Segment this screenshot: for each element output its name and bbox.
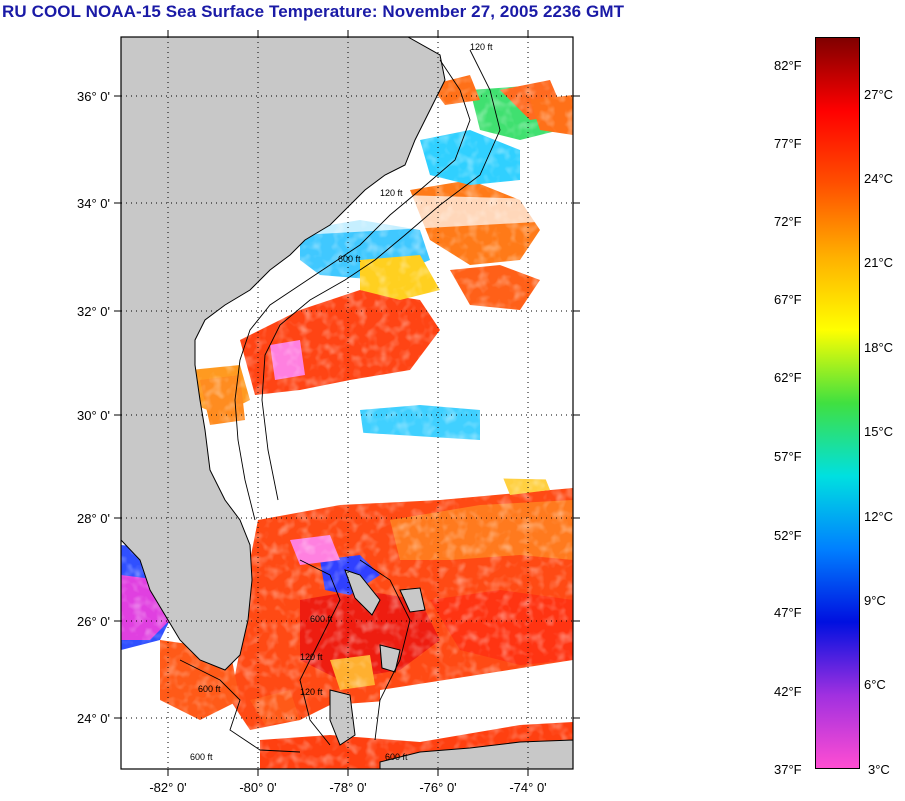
c-label: 15°C — [864, 424, 894, 439]
isobath-label: 600 ft — [198, 684, 221, 694]
bahamas-islands — [329, 569, 426, 746]
c-label: 3°C — [868, 762, 890, 777]
f-label: 82°F — [774, 58, 802, 73]
lat-label: 30° 0' — [77, 408, 110, 423]
isobath-label: 600 ft — [338, 254, 361, 264]
lat-label: 28° 0' — [77, 511, 110, 526]
isobath-label: 600 ft — [310, 614, 333, 624]
latitude-labels: 36° 0' 34° 0' 32° 0' 30° 0' 28° 0' 26° 0… — [77, 89, 110, 726]
f-label: 67°F — [774, 292, 802, 307]
isobath-label: 120 ft — [300, 652, 323, 662]
c-label: 27°C — [864, 87, 894, 102]
isobath-label: 120 ft — [470, 42, 493, 52]
longitude-labels: -82° 0' -80° 0' -78° 0' -76° 0' -74° 0' — [149, 780, 546, 795]
c-label: 9°C — [864, 593, 886, 608]
f-label: 42°F — [774, 684, 802, 699]
lat-label: 36° 0' — [77, 89, 110, 104]
isobath-label: 600 ft — [385, 752, 408, 762]
map-frame — [120, 36, 574, 770]
f-label: 57°F — [774, 449, 802, 464]
lat-label: 26° 0' — [77, 614, 110, 629]
lat-label: 32° 0' — [77, 304, 110, 319]
lon-label: -74° 0' — [509, 780, 546, 795]
isobath-label: 600 ft — [190, 752, 213, 762]
lat-label: 24° 0' — [77, 711, 110, 726]
f-label: 77°F — [774, 136, 802, 151]
axis-ticks — [114, 30, 580, 776]
f-label: 62°F — [774, 370, 802, 385]
lon-label: -80° 0' — [239, 780, 276, 795]
lat-label: 34° 0' — [77, 196, 110, 211]
isobath-label: 120 ft — [380, 188, 403, 198]
cuba-edge — [379, 739, 573, 769]
c-label: 18°C — [864, 340, 894, 355]
map-title: RU COOL NOAA-15 Sea Surface Temperature:… — [2, 2, 625, 21]
c-label: 12°C — [864, 509, 894, 524]
lon-label: -78° 0' — [329, 780, 366, 795]
f-label: 47°F — [774, 605, 802, 620]
lon-label: -76° 0' — [419, 780, 456, 795]
isobath-labels: 120 ft 600 ft 120 ft 600 ft 600 ft 120 f… — [190, 42, 493, 762]
temperature-colorbar — [815, 37, 860, 769]
lon-label: -82° 0' — [149, 780, 186, 795]
land-mass — [121, 37, 446, 671]
isobath-contours — [179, 49, 501, 753]
f-label: 37°F — [774, 762, 802, 777]
graticule — [121, 37, 573, 769]
f-label: 72°F — [774, 214, 802, 229]
f-label: 52°F — [774, 528, 802, 543]
cloud-swaths — [240, 195, 573, 728]
c-label: 24°C — [864, 171, 894, 186]
c-label: 6°C — [864, 677, 886, 692]
c-label: 21°C — [864, 255, 894, 270]
isobath-label: 120 ft — [300, 687, 323, 697]
